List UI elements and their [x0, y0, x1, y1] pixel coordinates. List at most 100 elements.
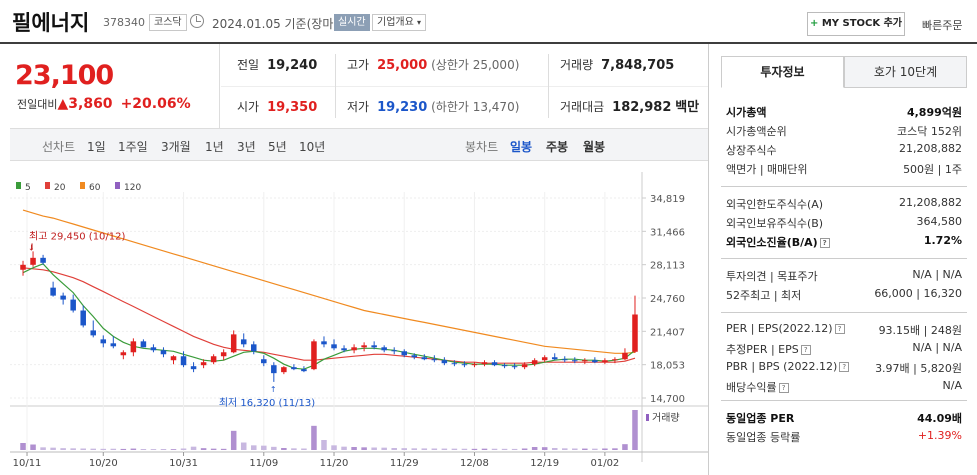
- x-tick-label: 10/11: [13, 458, 42, 469]
- my-stock-label: MY STOCK 추가: [821, 18, 903, 29]
- range-3m[interactable]: 3개월: [161, 140, 191, 154]
- info-label: 동일업종 PER: [726, 412, 795, 425]
- invest-info-panel: 투자정보 호가 10단계 시가총액 4,899억원 시가총액순위 코스닥 152위 상장…: [708, 44, 977, 475]
- help-icon[interactable]: ?: [778, 383, 789, 393]
- low-arrow-icon: ↑: [270, 385, 277, 394]
- candle-body: [612, 359, 618, 361]
- volume-bar: [50, 447, 56, 450]
- candle-body: [271, 365, 277, 374]
- volume-bar: [240, 442, 247, 450]
- volume-bar: [612, 448, 618, 450]
- candle-body: [531, 360, 538, 365]
- range-1d[interactable]: 1일: [87, 140, 106, 154]
- volume-bar: [140, 449, 147, 450]
- info-value: N/A: [942, 379, 962, 392]
- divider: [221, 86, 708, 87]
- info-value: 66,000 | 16,320: [874, 287, 962, 300]
- open-label: 시가: [237, 100, 260, 114]
- volume-bar: [220, 448, 227, 450]
- candle-weekly[interactable]: 주봉: [546, 140, 569, 154]
- volume-bar: [361, 447, 367, 450]
- candle-body: [30, 257, 36, 265]
- help-icon[interactable]: ?: [800, 345, 811, 355]
- candle-body: [80, 310, 86, 326]
- volume-bar: [501, 448, 508, 450]
- legend-label: 120: [124, 183, 141, 193]
- candle-body: [622, 352, 628, 360]
- ma5-line: [22, 263, 636, 370]
- low-value: 19,230: [377, 100, 428, 115]
- info-row: 시가총액순위 코스닥 152위: [721, 121, 967, 140]
- candle-body: [361, 345, 367, 348]
- info-value: 3.97배 | 5,820원: [875, 362, 962, 375]
- high-price: 고가 25,000 (상한가 25,000): [347, 44, 519, 86]
- y-tick-label: 18,053: [650, 361, 685, 372]
- candle-body: [110, 343, 117, 347]
- volume-bar: [230, 430, 237, 450]
- up-arrow-icon: ▲: [57, 96, 69, 112]
- y-tick-label: 31,466: [650, 227, 685, 238]
- price-chart: 34,819 31,466 28,113 24,760 21,407 18,053 14,7…: [10, 172, 708, 475]
- panel-tabs: 투자정보 호가 10단계: [721, 56, 967, 88]
- chevron-down-icon: ▾: [417, 18, 422, 27]
- legend-label: 20: [54, 183, 66, 193]
- help-icon[interactable]: ?: [839, 362, 850, 372]
- x-tick-label: 12/19: [530, 458, 559, 469]
- candle-body: [341, 348, 347, 351]
- y-tick-label: 14,700: [650, 394, 685, 405]
- help-icon[interactable]: ?: [819, 238, 830, 248]
- candle-body: [471, 364, 478, 366]
- volume-bar: [471, 448, 478, 450]
- range-5y[interactable]: 5년: [268, 140, 287, 154]
- y-tick-label: 28,113: [650, 261, 685, 272]
- candle-body: [180, 356, 187, 366]
- open-price: 시가 19,350: [237, 86, 317, 128]
- candle-body: [551, 357, 558, 360]
- legend-swatch: [115, 182, 120, 189]
- company-overview-dropdown[interactable]: 기업개요 ▾: [372, 14, 427, 31]
- candle-body: [431, 359, 438, 361]
- realtime-button[interactable]: 실시간: [334, 14, 370, 31]
- tab-orderbook[interactable]: 호가 10단계: [844, 56, 967, 88]
- candle-daily[interactable]: 일봉: [510, 140, 533, 154]
- low-label: 저가: [347, 100, 370, 114]
- range-3y[interactable]: 3년: [237, 140, 256, 154]
- volume-bar: [582, 448, 588, 450]
- my-stock-add-button[interactable]: + MY STOCK 추가: [807, 12, 905, 36]
- volume-bar: [100, 448, 107, 450]
- volume-bar: [622, 444, 628, 450]
- company-overview-label: 기업개요: [377, 17, 414, 28]
- tab-invest-info[interactable]: 투자정보: [721, 56, 844, 88]
- volume-bar: [491, 448, 498, 450]
- candle-body: [632, 314, 638, 352]
- candle-body: [331, 344, 337, 349]
- info-row: 추정PER | EPS? N/A | N/A: [721, 339, 967, 358]
- amount-value: 182,982: [612, 100, 672, 115]
- candle-body: [351, 347, 357, 351]
- chart-period-bar: 선차트 1일 1주일 3개월 1년 3년 5년 10년 봉차트 일봉 주봉 월봉: [10, 128, 708, 161]
- candle-monthly[interactable]: 월봉: [583, 140, 606, 154]
- volume-bar: [441, 448, 448, 450]
- volume-legend-swatch: [646, 414, 649, 421]
- quick-order-link[interactable]: 빠른주문: [922, 19, 963, 32]
- info-label: 액면가 | 매매단위: [726, 163, 808, 176]
- candle-body: [100, 339, 107, 344]
- volume-bar: [481, 448, 488, 450]
- range-1w[interactable]: 1주일: [118, 140, 148, 154]
- volume-bar: [431, 448, 438, 450]
- candle-body: [481, 362, 488, 365]
- volume-bar: [561, 448, 568, 450]
- ma60-line: [22, 209, 636, 354]
- info-value: 93.15배 | 248원: [878, 324, 962, 337]
- volume-bar: [411, 448, 418, 450]
- info-row: 상장주식수 21,208,882: [721, 140, 967, 159]
- info-value: N/A | N/A: [912, 268, 962, 281]
- range-10y[interactable]: 10년: [299, 140, 326, 154]
- info-row: 투자의견 | 목표주가 N/A | N/A: [721, 266, 967, 285]
- range-1y[interactable]: 1년: [205, 140, 224, 154]
- plus-icon: +: [809, 18, 819, 29]
- x-tick-label: 11/20: [320, 458, 349, 469]
- info-value: 500원 | 1주: [903, 163, 962, 176]
- help-icon[interactable]: ?: [834, 324, 845, 334]
- volume-bar: [311, 425, 317, 450]
